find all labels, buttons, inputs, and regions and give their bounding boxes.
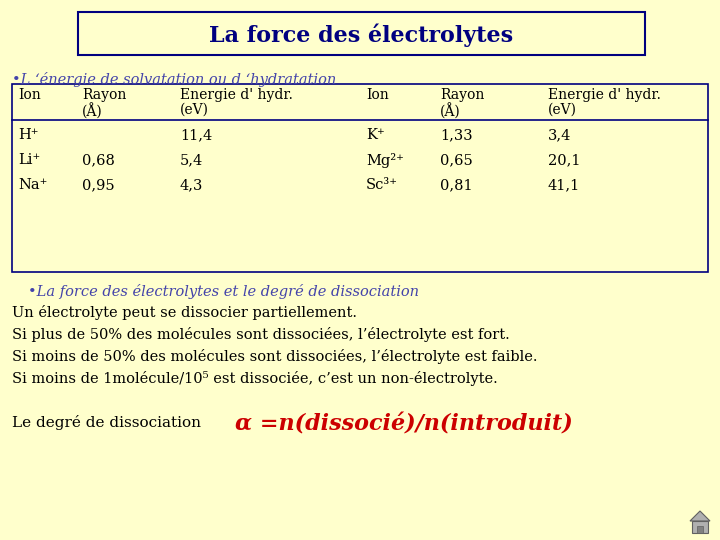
Text: Rayon: Rayon <box>440 88 485 102</box>
Text: (Å): (Å) <box>82 103 103 119</box>
Polygon shape <box>690 511 710 521</box>
Text: (eV): (eV) <box>180 103 209 117</box>
Text: Le degré de dissociation: Le degré de dissociation <box>12 415 201 430</box>
Text: K⁺: K⁺ <box>366 128 384 142</box>
Text: Energie d' hydr.: Energie d' hydr. <box>180 88 293 102</box>
Bar <box>692 521 708 533</box>
Text: 0,65: 0,65 <box>440 153 473 167</box>
Text: α =n(dissocié)/n(introduit): α =n(dissocié)/n(introduit) <box>235 413 572 435</box>
Text: Energie d' hydr.: Energie d' hydr. <box>548 88 661 102</box>
Text: Si plus de 50% des molécules sont dissociées, l’électrolyte est fort.: Si plus de 50% des molécules sont dissoc… <box>12 327 510 342</box>
Text: •L ‘énergie de solvatation ou d ‘hydratation: •L ‘énergie de solvatation ou d ‘hydrata… <box>12 72 336 87</box>
Text: 3,4: 3,4 <box>548 128 572 142</box>
Text: 11,4: 11,4 <box>180 128 212 142</box>
Text: Sc³⁺: Sc³⁺ <box>366 178 398 192</box>
Text: 5,4: 5,4 <box>180 153 203 167</box>
Text: Si moins de 50% des molécules sont dissociées, l’électrolyte est faible.: Si moins de 50% des molécules sont disso… <box>12 349 538 364</box>
Text: Un électrolyte peut se dissocier partiellement.: Un électrolyte peut se dissocier partiel… <box>12 305 357 320</box>
Text: (eV): (eV) <box>548 103 577 117</box>
Text: Ion: Ion <box>18 88 41 102</box>
Bar <box>697 526 703 533</box>
Bar <box>12 84 708 272</box>
Text: Rayon: Rayon <box>82 88 127 102</box>
Text: (Å): (Å) <box>440 103 461 119</box>
Text: La force des électrolytes: La force des électrolytes <box>209 23 513 47</box>
Text: Li⁺: Li⁺ <box>18 153 40 167</box>
Text: 41,1: 41,1 <box>548 178 580 192</box>
Text: 4,3: 4,3 <box>180 178 203 192</box>
Text: 0,81: 0,81 <box>440 178 472 192</box>
Text: Si moins de 1molécule/10⁵ est dissociée, c’est un non-électrolyte.: Si moins de 1molécule/10⁵ est dissociée,… <box>12 371 498 386</box>
Text: Na⁺: Na⁺ <box>18 178 48 192</box>
FancyBboxPatch shape <box>78 12 645 55</box>
Text: H⁺: H⁺ <box>18 128 38 142</box>
Text: 0,68: 0,68 <box>82 153 115 167</box>
Text: Ion: Ion <box>366 88 389 102</box>
Text: 1,33: 1,33 <box>440 128 472 142</box>
Text: 20,1: 20,1 <box>548 153 580 167</box>
Text: •La force des électrolytes et le degré de dissociation: •La force des électrolytes et le degré d… <box>28 284 419 299</box>
Text: 0,95: 0,95 <box>82 178 114 192</box>
Text: Mg²⁺: Mg²⁺ <box>366 153 404 168</box>
